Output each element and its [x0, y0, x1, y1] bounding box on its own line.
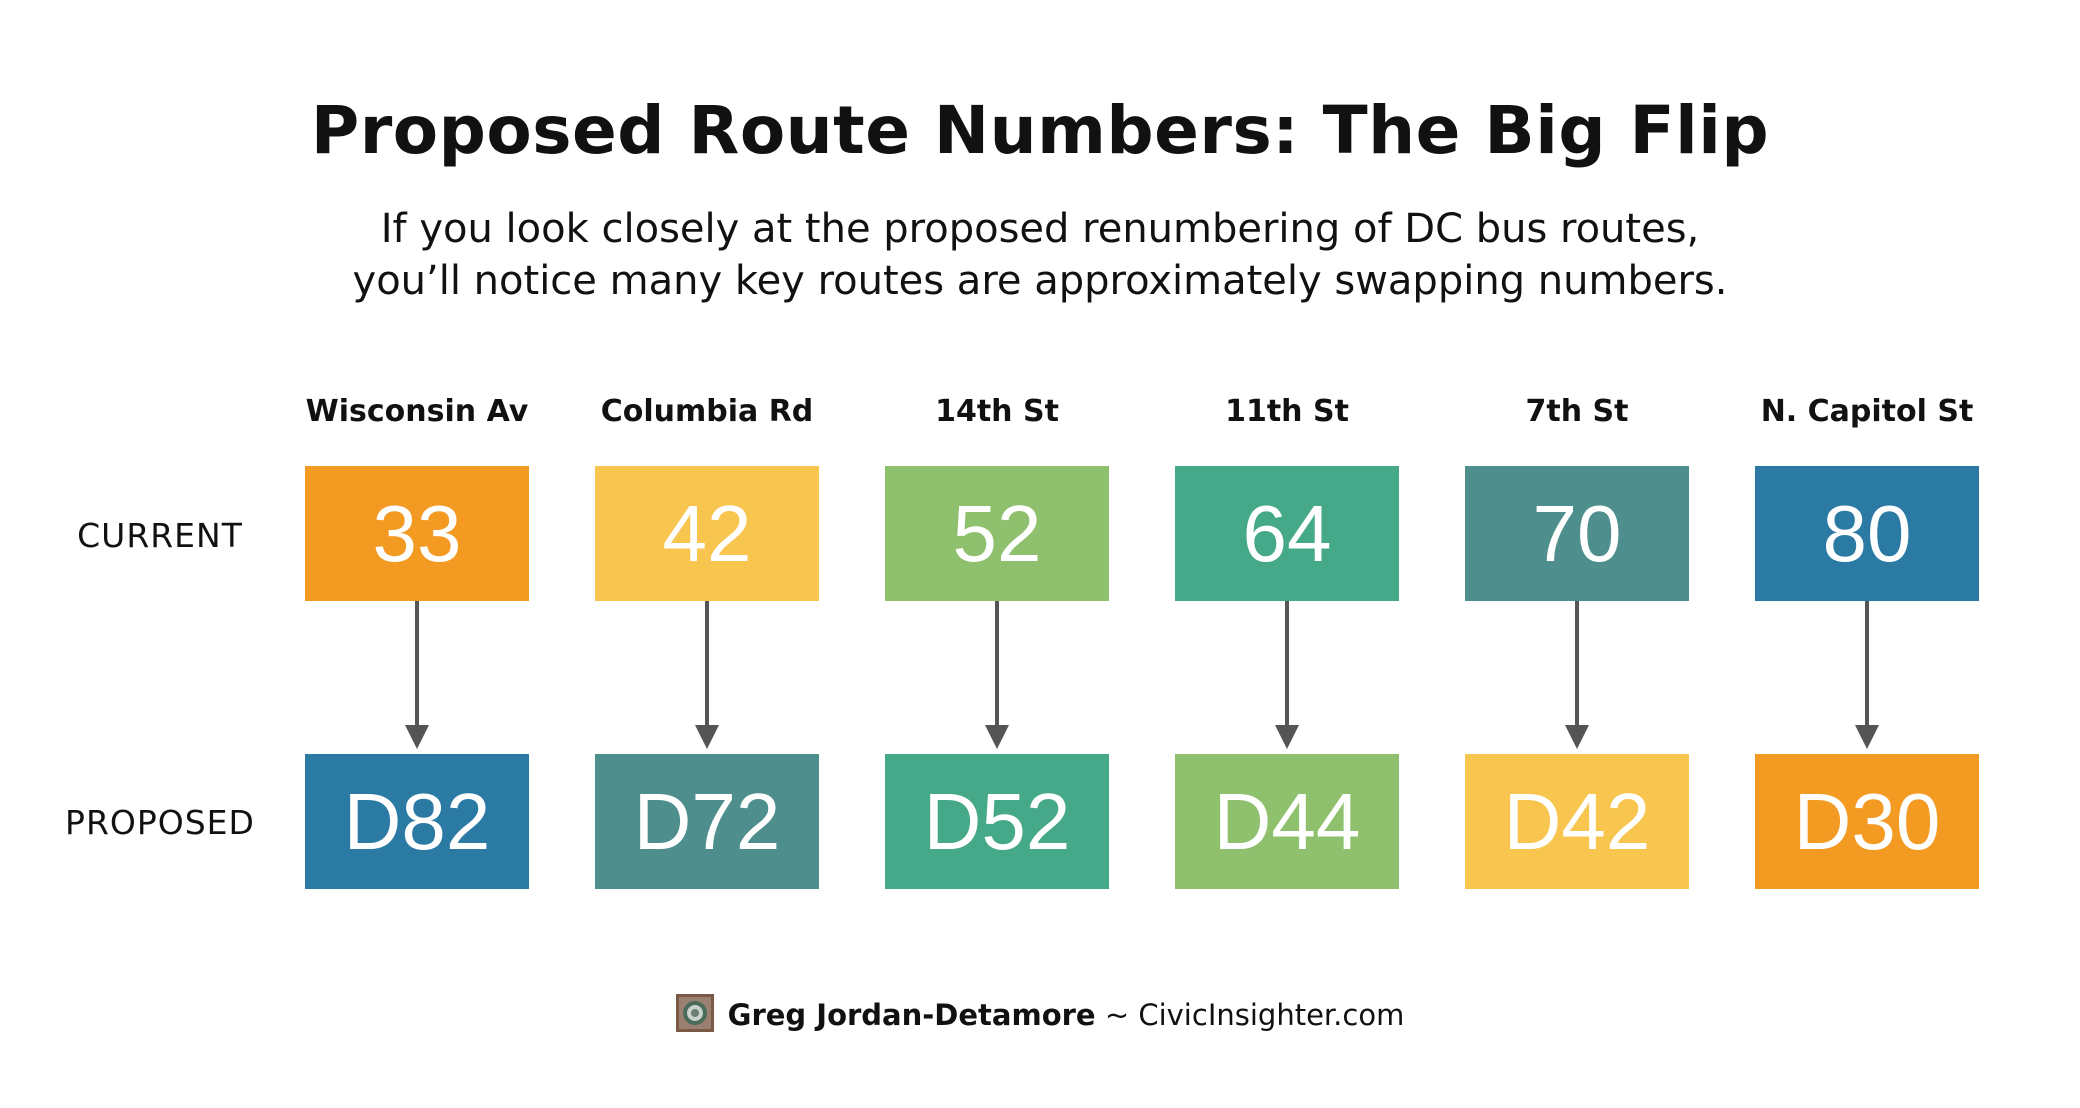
route-name: 7th St — [1525, 394, 1629, 429]
route-column: 11th St 64 D44 — [1175, 394, 1399, 894]
current-route-box: 64 — [1175, 466, 1399, 601]
route-column: Columbia Rd 42 D72 — [595, 394, 819, 894]
arrow-line — [1865, 601, 1869, 729]
arrow-line — [1285, 601, 1289, 729]
route-name: 11th St — [1225, 394, 1349, 429]
route-column: N. Capitol St 80 D30 — [1755, 394, 1979, 894]
current-route-box: 52 — [885, 466, 1109, 601]
proposed-route-box: D44 — [1175, 754, 1399, 889]
arrow-line — [415, 601, 419, 729]
proposed-route-box: D82 — [305, 754, 529, 889]
arrow-line — [995, 601, 999, 729]
arrow-down-icon — [1275, 725, 1299, 749]
proposed-route-box: D52 — [885, 754, 1109, 889]
arrow-down-icon — [405, 725, 429, 749]
route-column: Wisconsin Av 33 D82 — [305, 394, 529, 894]
arrow-line — [1575, 601, 1579, 729]
arrow-down-icon — [985, 725, 1009, 749]
route-name: Columbia Rd — [600, 394, 814, 429]
current-route-box: 33 — [305, 466, 529, 601]
subtitle-line-1: If you look closely at the proposed renu… — [380, 206, 1700, 252]
proposed-route-box: D72 — [595, 754, 819, 889]
proposed-route-box: D30 — [1755, 754, 1979, 889]
credit-author: Greg Jordan-Detamore — [727, 998, 1096, 1032]
subtitle-line-2: you’ll notice many key routes are approx… — [352, 258, 1728, 304]
current-route-box: 70 — [1465, 466, 1689, 601]
credit-site: CivicInsighter.com — [1138, 998, 1405, 1032]
civic-insighter-logo-icon — [675, 994, 714, 1032]
proposed-route-box: D42 — [1465, 754, 1689, 889]
route-name: 14th St — [935, 394, 1059, 429]
route-name: Wisconsin Av — [305, 394, 529, 429]
route-column: 14th St 52 D52 — [885, 394, 1109, 894]
arrow-down-icon — [1565, 725, 1589, 749]
credit-line: Greg Jordan-Detamore ~ CivicInsighter.co… — [0, 994, 2080, 1036]
row-label-current: CURRENT — [77, 516, 243, 555]
route-name: N. Capitol St — [1760, 394, 1974, 429]
row-label-proposed: PROPOSED — [65, 803, 255, 842]
arrow-down-icon — [695, 725, 719, 749]
route-column: 7th St 70 D42 — [1465, 394, 1689, 894]
arrow-line — [705, 601, 709, 729]
credit-separator: ~ — [1104, 998, 1130, 1032]
arrow-down-icon — [1855, 725, 1879, 749]
current-route-box: 42 — [595, 466, 819, 601]
page-title: Proposed Route Numbers: The Big Flip — [310, 92, 1770, 169]
current-route-box: 80 — [1755, 466, 1979, 601]
